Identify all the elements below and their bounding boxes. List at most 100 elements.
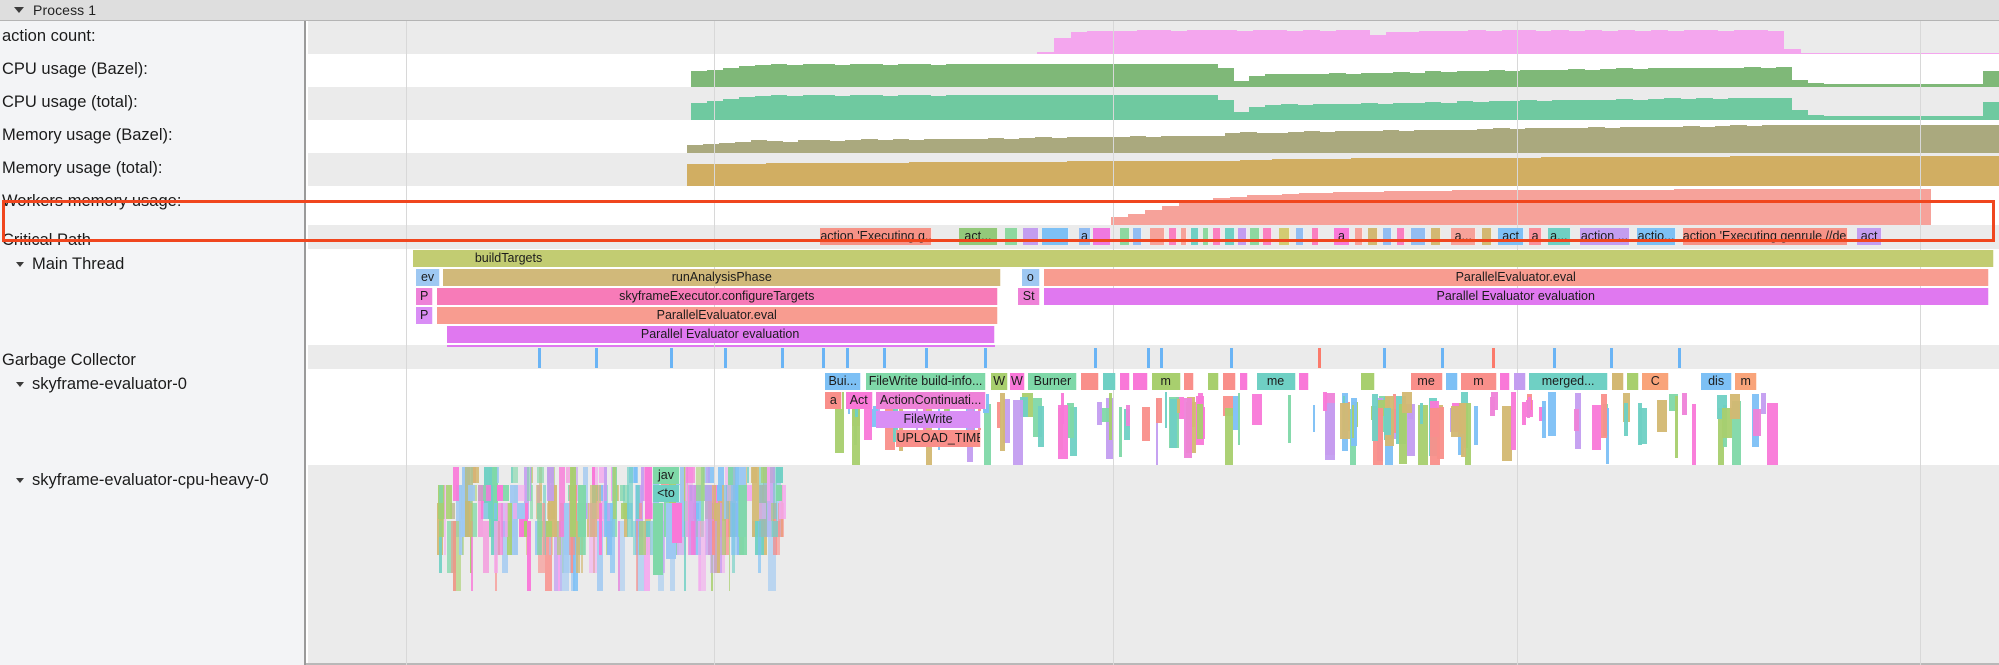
track-label-garbage-collector[interactable]: Garbage Collector xyxy=(0,351,306,370)
critical-path-block[interactable] xyxy=(1295,228,1304,245)
cpu-heavy-sub-block[interactable] xyxy=(491,485,499,555)
gc-event-tick[interactable] xyxy=(984,348,988,368)
cpu-heavy-sub-block[interactable] xyxy=(684,521,687,591)
skyframe-sub-block[interactable] xyxy=(1548,392,1557,436)
skyframe-block[interactable]: me xyxy=(1256,373,1296,390)
skyframe-sub-block[interactable] xyxy=(1429,408,1440,465)
skyframe-sub-block[interactable] xyxy=(1402,392,1412,413)
cpu-heavy-sub-block[interactable] xyxy=(443,485,446,555)
cpu-heavy-sub-block[interactable] xyxy=(527,467,532,501)
cpu-heavy-sub-block[interactable] xyxy=(569,467,576,537)
cpu-heavy-sub-block[interactable] xyxy=(518,503,528,537)
skyframe-sub-block[interactable] xyxy=(1109,393,1113,440)
skyframe-sub-block[interactable] xyxy=(1118,407,1122,457)
critical-path-block[interactable] xyxy=(1180,228,1188,245)
cpu-heavy-sub-block[interactable] xyxy=(500,503,509,537)
skyframe-sub-block[interactable] xyxy=(1418,405,1429,465)
cpu-heavy-sub-block[interactable] xyxy=(469,521,472,573)
skyframe-block[interactable] xyxy=(1133,373,1149,390)
skyframe-sub-block[interactable] xyxy=(1729,394,1740,419)
cpu-heavy-sub-block[interactable] xyxy=(516,485,526,501)
cpu-heavy-sub-block[interactable] xyxy=(511,467,514,483)
skyframe-sub-block[interactable] xyxy=(1033,398,1042,437)
cpu-heavy-sub-block[interactable] xyxy=(746,467,749,483)
cpu-heavy-sub-block[interactable] xyxy=(523,467,530,519)
cpu-heavy-sub-block[interactable] xyxy=(738,485,747,555)
skyframe-sub-block[interactable] xyxy=(1605,408,1609,464)
cpu-heavy-sub-block[interactable] xyxy=(638,521,646,555)
skyframe-sub-block[interactable] xyxy=(1038,406,1044,447)
cpu-heavy-sub-block[interactable] xyxy=(623,485,629,519)
skyframe-sub-block[interactable] xyxy=(1378,400,1388,416)
skyframe-sub-block[interactable] xyxy=(1731,401,1741,465)
cpu-heavy-sub-block[interactable] xyxy=(603,467,607,501)
cpu-heavy-sub-block[interactable] xyxy=(773,467,777,519)
track-label-cpu-total[interactable]: CPU usage (total): xyxy=(0,93,306,112)
critical-path-block[interactable]: act xyxy=(1498,228,1524,245)
critical-path-block[interactable] xyxy=(1041,228,1069,245)
cpu-heavy-sub-block[interactable] xyxy=(539,467,543,501)
skyframe-sub-block[interactable] xyxy=(1591,405,1601,450)
cpu-heavy-sub-block[interactable] xyxy=(730,485,738,555)
skyframe-block[interactable] xyxy=(1183,373,1195,390)
skyframe-sub-block[interactable] xyxy=(1419,403,1424,424)
skyframe-sub-block[interactable] xyxy=(1252,394,1263,425)
critical-path-block[interactable]: act... xyxy=(959,228,998,245)
cpu-heavy-sub-block[interactable] xyxy=(563,503,570,555)
critical-path-block[interactable]: a xyxy=(1334,228,1350,245)
skyframe-block[interactable] xyxy=(1500,373,1511,390)
critical-path-block[interactable] xyxy=(1212,228,1222,245)
critical-path-block[interactable] xyxy=(1481,228,1492,245)
cpu-heavy-sub-block[interactable] xyxy=(598,485,604,501)
cpu-heavy-sub-block[interactable] xyxy=(671,503,682,543)
cpu-heavy-sub-block[interactable] xyxy=(467,485,476,501)
skyframe-sub-block[interactable] xyxy=(1722,408,1733,438)
skyframe-block[interactable] xyxy=(1239,373,1249,390)
skyframe-sub-block[interactable] xyxy=(1674,396,1679,458)
gc-event-tick[interactable] xyxy=(1440,348,1444,368)
skyframe-block[interactable] xyxy=(1298,373,1310,390)
skyframe-block[interactable]: Bui... xyxy=(825,373,861,390)
cpu-heavy-sub-block[interactable] xyxy=(697,521,707,591)
skyframe-block[interactable]: FileWrite build-info... xyxy=(866,373,987,390)
cpu-heavy-sub-block[interactable] xyxy=(439,485,443,519)
cpu-heavy-sub-block[interactable] xyxy=(572,521,579,591)
cpu-heavy-sub-block[interactable] xyxy=(512,503,521,519)
skyframe-sub-block[interactable] xyxy=(1522,402,1526,425)
cpu-heavy-sub-block[interactable] xyxy=(635,521,639,591)
critical-path-block[interactable]: a xyxy=(1079,228,1091,245)
cpu-heavy-sub-block[interactable] xyxy=(535,485,542,519)
cpu-heavy-sub-block[interactable] xyxy=(628,467,638,483)
skyframe-sub-block[interactable] xyxy=(870,406,879,427)
main-thread-block[interactable]: P xyxy=(416,307,434,324)
cpu-heavy-sub-block[interactable] xyxy=(641,467,645,501)
cpu-heavy-sub-block[interactable] xyxy=(633,521,635,555)
cpu-heavy-sub-block[interactable] xyxy=(548,485,557,537)
cpu-heavy-sub-block[interactable] xyxy=(446,485,452,519)
skyframe-sub-block[interactable] xyxy=(1156,399,1159,465)
skyframe-sub-block[interactable] xyxy=(1451,406,1462,437)
main-thread-block[interactable]: P xyxy=(416,288,434,305)
gc-event-tick[interactable] xyxy=(1229,348,1233,368)
skyframe-sub-block[interactable] xyxy=(1164,392,1167,428)
cpu-heavy-sub-block[interactable] xyxy=(693,485,701,555)
skyframe-sub-block[interactable] xyxy=(997,402,1001,428)
cpu-heavy-sub-block[interactable] xyxy=(636,485,641,519)
skyframe-block[interactable]: a xyxy=(825,392,843,409)
skyframe-sub-block[interactable] xyxy=(1288,395,1291,443)
cpu-heavy-sub-block[interactable] xyxy=(471,521,473,591)
cpu-heavy-sub-block[interactable] xyxy=(516,503,525,519)
cpu-heavy-sub-block[interactable] xyxy=(588,503,597,573)
skyframe-block[interactable]: Act xyxy=(845,392,873,409)
skyframe-sub-block[interactable] xyxy=(1510,392,1517,450)
critical-path-block[interactable]: action 'Executing g... xyxy=(820,228,932,245)
main-thread-block[interactable]: o xyxy=(1021,269,1041,286)
critical-path-block[interactable] xyxy=(1133,228,1142,245)
skyframe-block[interactable]: UPLOAD_TIME xyxy=(896,430,981,447)
cpu-heavy-sub-block[interactable] xyxy=(482,485,491,501)
cpu-heavy-sub-block[interactable] xyxy=(438,503,445,537)
critical-path-block[interactable] xyxy=(1263,228,1272,245)
cpu-heavy-sub-block[interactable] xyxy=(769,467,775,483)
track-label-skyframe-cpu-heavy-0[interactable]: skyframe-evaluator-cpu-heavy-0 xyxy=(0,471,306,490)
track-row-cpu-bazel[interactable] xyxy=(308,54,1999,87)
